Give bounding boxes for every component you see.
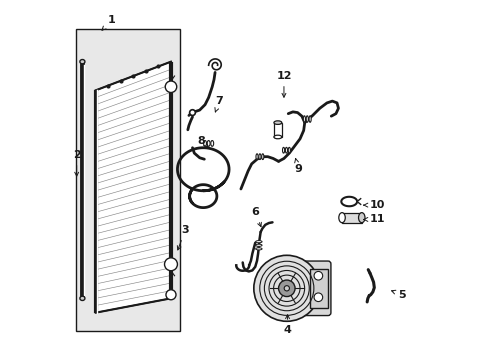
- Text: 4: 4: [283, 315, 291, 335]
- Circle shape: [284, 286, 289, 291]
- Bar: [309, 269, 327, 308]
- Text: 9: 9: [294, 158, 302, 174]
- Ellipse shape: [273, 135, 281, 139]
- Ellipse shape: [255, 240, 262, 243]
- Ellipse shape: [80, 59, 85, 64]
- Ellipse shape: [255, 244, 262, 246]
- Ellipse shape: [282, 147, 284, 153]
- Polygon shape: [96, 62, 171, 313]
- Circle shape: [189, 110, 195, 116]
- Circle shape: [165, 290, 176, 300]
- Ellipse shape: [338, 213, 345, 223]
- Ellipse shape: [80, 296, 85, 301]
- Ellipse shape: [285, 147, 287, 153]
- Text: 11: 11: [363, 215, 384, 224]
- FancyBboxPatch shape: [282, 261, 330, 316]
- Bar: [341, 213, 361, 224]
- Text: 10: 10: [363, 200, 384, 210]
- Ellipse shape: [210, 140, 213, 146]
- Circle shape: [164, 258, 177, 271]
- Ellipse shape: [255, 248, 262, 250]
- Ellipse shape: [258, 154, 261, 159]
- Bar: [273, 123, 281, 137]
- Ellipse shape: [287, 147, 290, 153]
- Ellipse shape: [358, 213, 364, 223]
- Text: 3: 3: [177, 225, 189, 250]
- Ellipse shape: [273, 121, 281, 125]
- Ellipse shape: [255, 154, 258, 159]
- Text: 8: 8: [197, 136, 208, 147]
- Text: 2: 2: [73, 150, 81, 176]
- Ellipse shape: [203, 140, 206, 146]
- Ellipse shape: [305, 116, 308, 122]
- Circle shape: [313, 293, 322, 302]
- Ellipse shape: [308, 116, 310, 122]
- Ellipse shape: [261, 154, 264, 159]
- Circle shape: [165, 81, 176, 93]
- Circle shape: [278, 280, 294, 297]
- Bar: [76, 30, 180, 330]
- Text: 1: 1: [102, 15, 116, 30]
- Text: 6: 6: [251, 207, 261, 226]
- Text: 7: 7: [215, 96, 223, 112]
- Ellipse shape: [303, 116, 305, 122]
- Ellipse shape: [207, 140, 210, 146]
- Circle shape: [313, 271, 322, 280]
- Circle shape: [253, 255, 319, 321]
- Text: 12: 12: [276, 71, 291, 97]
- Text: 5: 5: [391, 290, 405, 300]
